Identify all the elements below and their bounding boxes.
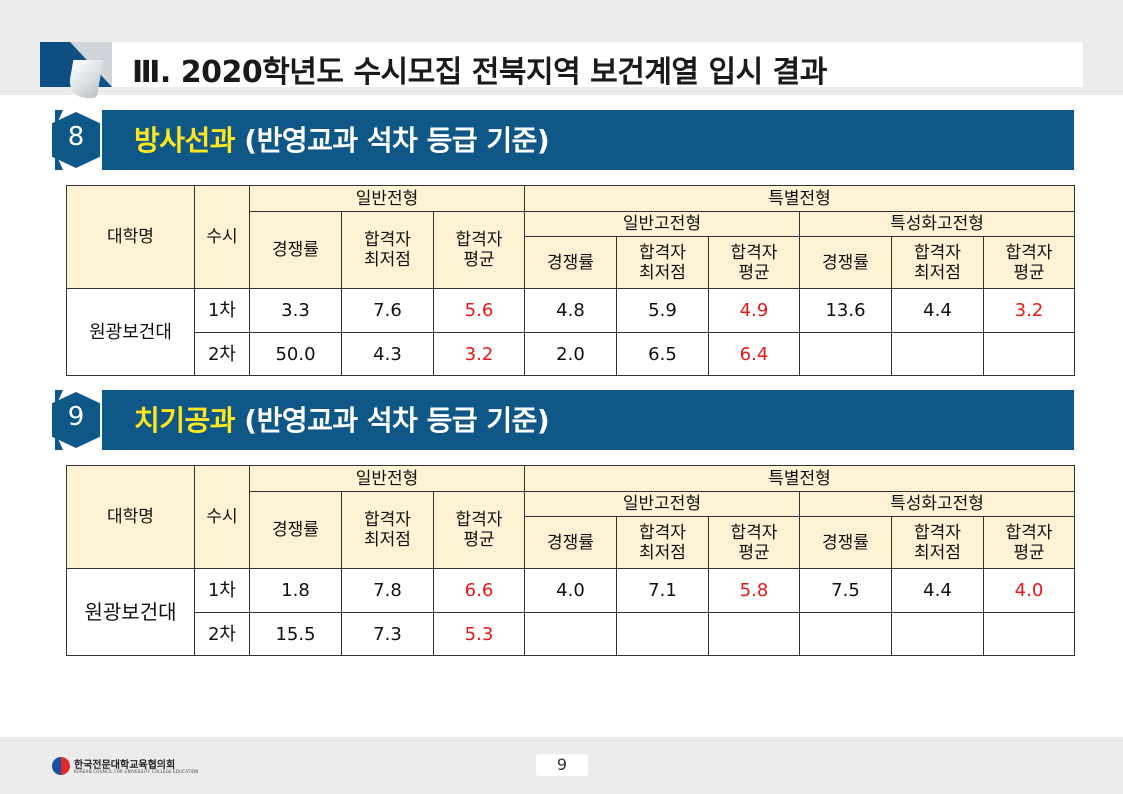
sg-rate-cell: 2.0	[524, 332, 617, 376]
page-title: Ⅲ. 2020학년도 수시모집 전북지역 보건계열 입시 결과	[132, 55, 827, 90]
sg-rate-cell: 4.0	[524, 568, 617, 613]
header-min: 합격자 최저점	[341, 491, 434, 569]
header-min: 합격자 최저점	[341, 211, 434, 289]
gen-min-cell: 7.8	[341, 568, 434, 613]
header-special-specialized: 특성화고전형	[799, 211, 1075, 237]
department-name: 방사선과	[134, 124, 236, 157]
sg-rate-cell	[524, 612, 617, 656]
header-general: 일반전형	[249, 185, 525, 212]
header-min: 합격자 최저점	[616, 516, 709, 569]
section-badge	[52, 392, 100, 448]
sg-avg-cell: 5.8	[708, 568, 800, 613]
table-row: 2차 15.5 7.3 5.3	[67, 612, 1075, 656]
header-rate: 경쟁률	[249, 211, 342, 289]
sp-rate-cell	[799, 332, 892, 376]
round-cell: 1차	[194, 288, 250, 333]
header-special: 특별전형	[524, 465, 1075, 492]
section-number: 9	[67, 402, 85, 432]
organization-name: 한국전문대학교육협의회	[74, 760, 176, 771]
gen-min-cell: 7.3	[341, 612, 434, 656]
sp-avg-cell: 3.2	[983, 288, 1075, 333]
header-univ: 대학명	[66, 465, 195, 569]
sp-avg-cell	[983, 612, 1075, 656]
section-bar-8	[55, 110, 1074, 170]
header-min: 합격자 최저점	[891, 516, 984, 569]
section-number: 8	[67, 122, 85, 152]
university-name: 원광보건대	[66, 288, 195, 376]
section-bar-9	[55, 390, 1074, 450]
sp-min-cell	[891, 332, 984, 376]
header-avg: 합격자 평균	[433, 491, 525, 569]
header-rate: 경쟁률	[249, 491, 342, 569]
sg-rate-cell: 4.8	[524, 288, 617, 333]
header-special-specialized: 특성화고전형	[799, 491, 1075, 517]
header-general: 일반전형	[249, 465, 525, 492]
header-rate: 경쟁률	[524, 516, 617, 569]
header-special: 특별전형	[524, 185, 1075, 212]
organization-subtitle: KOREAN COUNCIL FOR UNIVERSITY COLLEGE ED…	[74, 769, 199, 774]
title-bar	[40, 42, 1083, 87]
sg-min-cell: 5.9	[616, 288, 709, 333]
department-name: 치기공과	[134, 404, 236, 437]
sp-rate-cell: 13.6	[799, 288, 892, 333]
sg-avg-cell	[708, 612, 800, 656]
section-title: 치기공과 (반영교과 석차 등급 기준)	[134, 399, 550, 439]
header-rate: 경쟁률	[799, 236, 892, 289]
gen-avg-cell: 5.6	[433, 288, 525, 333]
gen-rate-cell: 3.3	[249, 288, 342, 333]
sp-min-cell: 4.4	[891, 568, 984, 613]
results-table-8: 대학명 수시 일반전형 특별전형 경쟁률 합격자 최저점 합격자 평균 일반고전형 …	[66, 185, 1075, 376]
table-row: 원광보건대 1차 3.3 7.6 5.6 4.8 5.9 4.9 13.6 4.…	[66, 288, 1075, 376]
gen-rate-cell: 15.5	[249, 612, 342, 656]
round-cell: 1차	[194, 568, 250, 613]
section-title: 방사선과 (반영교과 석차 등급 기준)	[134, 119, 550, 159]
council-logo-icon	[52, 757, 70, 775]
sg-min-cell: 7.1	[616, 568, 709, 613]
round-cell: 2차	[194, 612, 250, 656]
header-avg: 합격자 평균	[983, 236, 1075, 289]
header-min: 합격자 최저점	[616, 236, 709, 289]
table-row: 2차 50.0 4.3 3.2 2.0 6.5 6.4	[67, 332, 1075, 376]
sp-rate-cell: 7.5	[799, 568, 892, 613]
gen-avg-cell: 3.2	[433, 332, 525, 376]
sp-avg-cell	[983, 332, 1075, 376]
page-number: 9	[536, 754, 588, 776]
gen-avg-cell: 5.3	[433, 612, 525, 656]
section-subtitle: (반영교과 석차 등급 기준)	[235, 124, 550, 157]
sg-avg-cell: 6.4	[708, 332, 800, 376]
gen-min-cell: 7.6	[341, 288, 434, 333]
round-cell: 2차	[194, 332, 250, 376]
gen-rate-cell: 50.0	[249, 332, 342, 376]
gen-rate-cell: 1.8	[249, 568, 342, 613]
header-special-general: 일반고전형	[524, 491, 800, 517]
header-avg: 합격자 평균	[983, 516, 1075, 569]
section-subtitle: (반영교과 석차 등급 기준)	[235, 404, 550, 437]
sg-min-cell	[616, 612, 709, 656]
section-badge	[52, 112, 100, 168]
results-table-9: 대학명 수시 일반전형 특별전형 경쟁률 합격자 최저점 합격자 평균 일반고전형 …	[66, 465, 1075, 656]
header-avg: 합격자 평균	[433, 211, 525, 289]
header-special-general: 일반고전형	[524, 211, 800, 237]
sp-min-cell	[891, 612, 984, 656]
header-rate: 경쟁률	[524, 236, 617, 289]
header-univ: 대학명	[66, 185, 195, 289]
header-min: 합격자 최저점	[891, 236, 984, 289]
header-avg: 합격자 평균	[708, 516, 800, 569]
sp-avg-cell: 4.0	[983, 568, 1075, 613]
header-avg: 합격자 평균	[708, 236, 800, 289]
sp-rate-cell	[799, 612, 892, 656]
gen-min-cell: 4.3	[341, 332, 434, 376]
sp-min-cell: 4.4	[891, 288, 984, 333]
header-rate: 경쟁률	[799, 516, 892, 569]
university-name: 원광보건대	[66, 568, 195, 656]
gen-avg-cell: 6.6	[433, 568, 525, 613]
table-row: 원광보건대 1차 1.8 7.8 6.6 4.0 7.1 5.8 7.5 4.4…	[66, 568, 1075, 656]
sg-min-cell: 6.5	[616, 332, 709, 376]
sg-avg-cell: 4.9	[708, 288, 800, 333]
header-susi: 수시	[194, 465, 250, 569]
header-susi: 수시	[194, 185, 250, 289]
